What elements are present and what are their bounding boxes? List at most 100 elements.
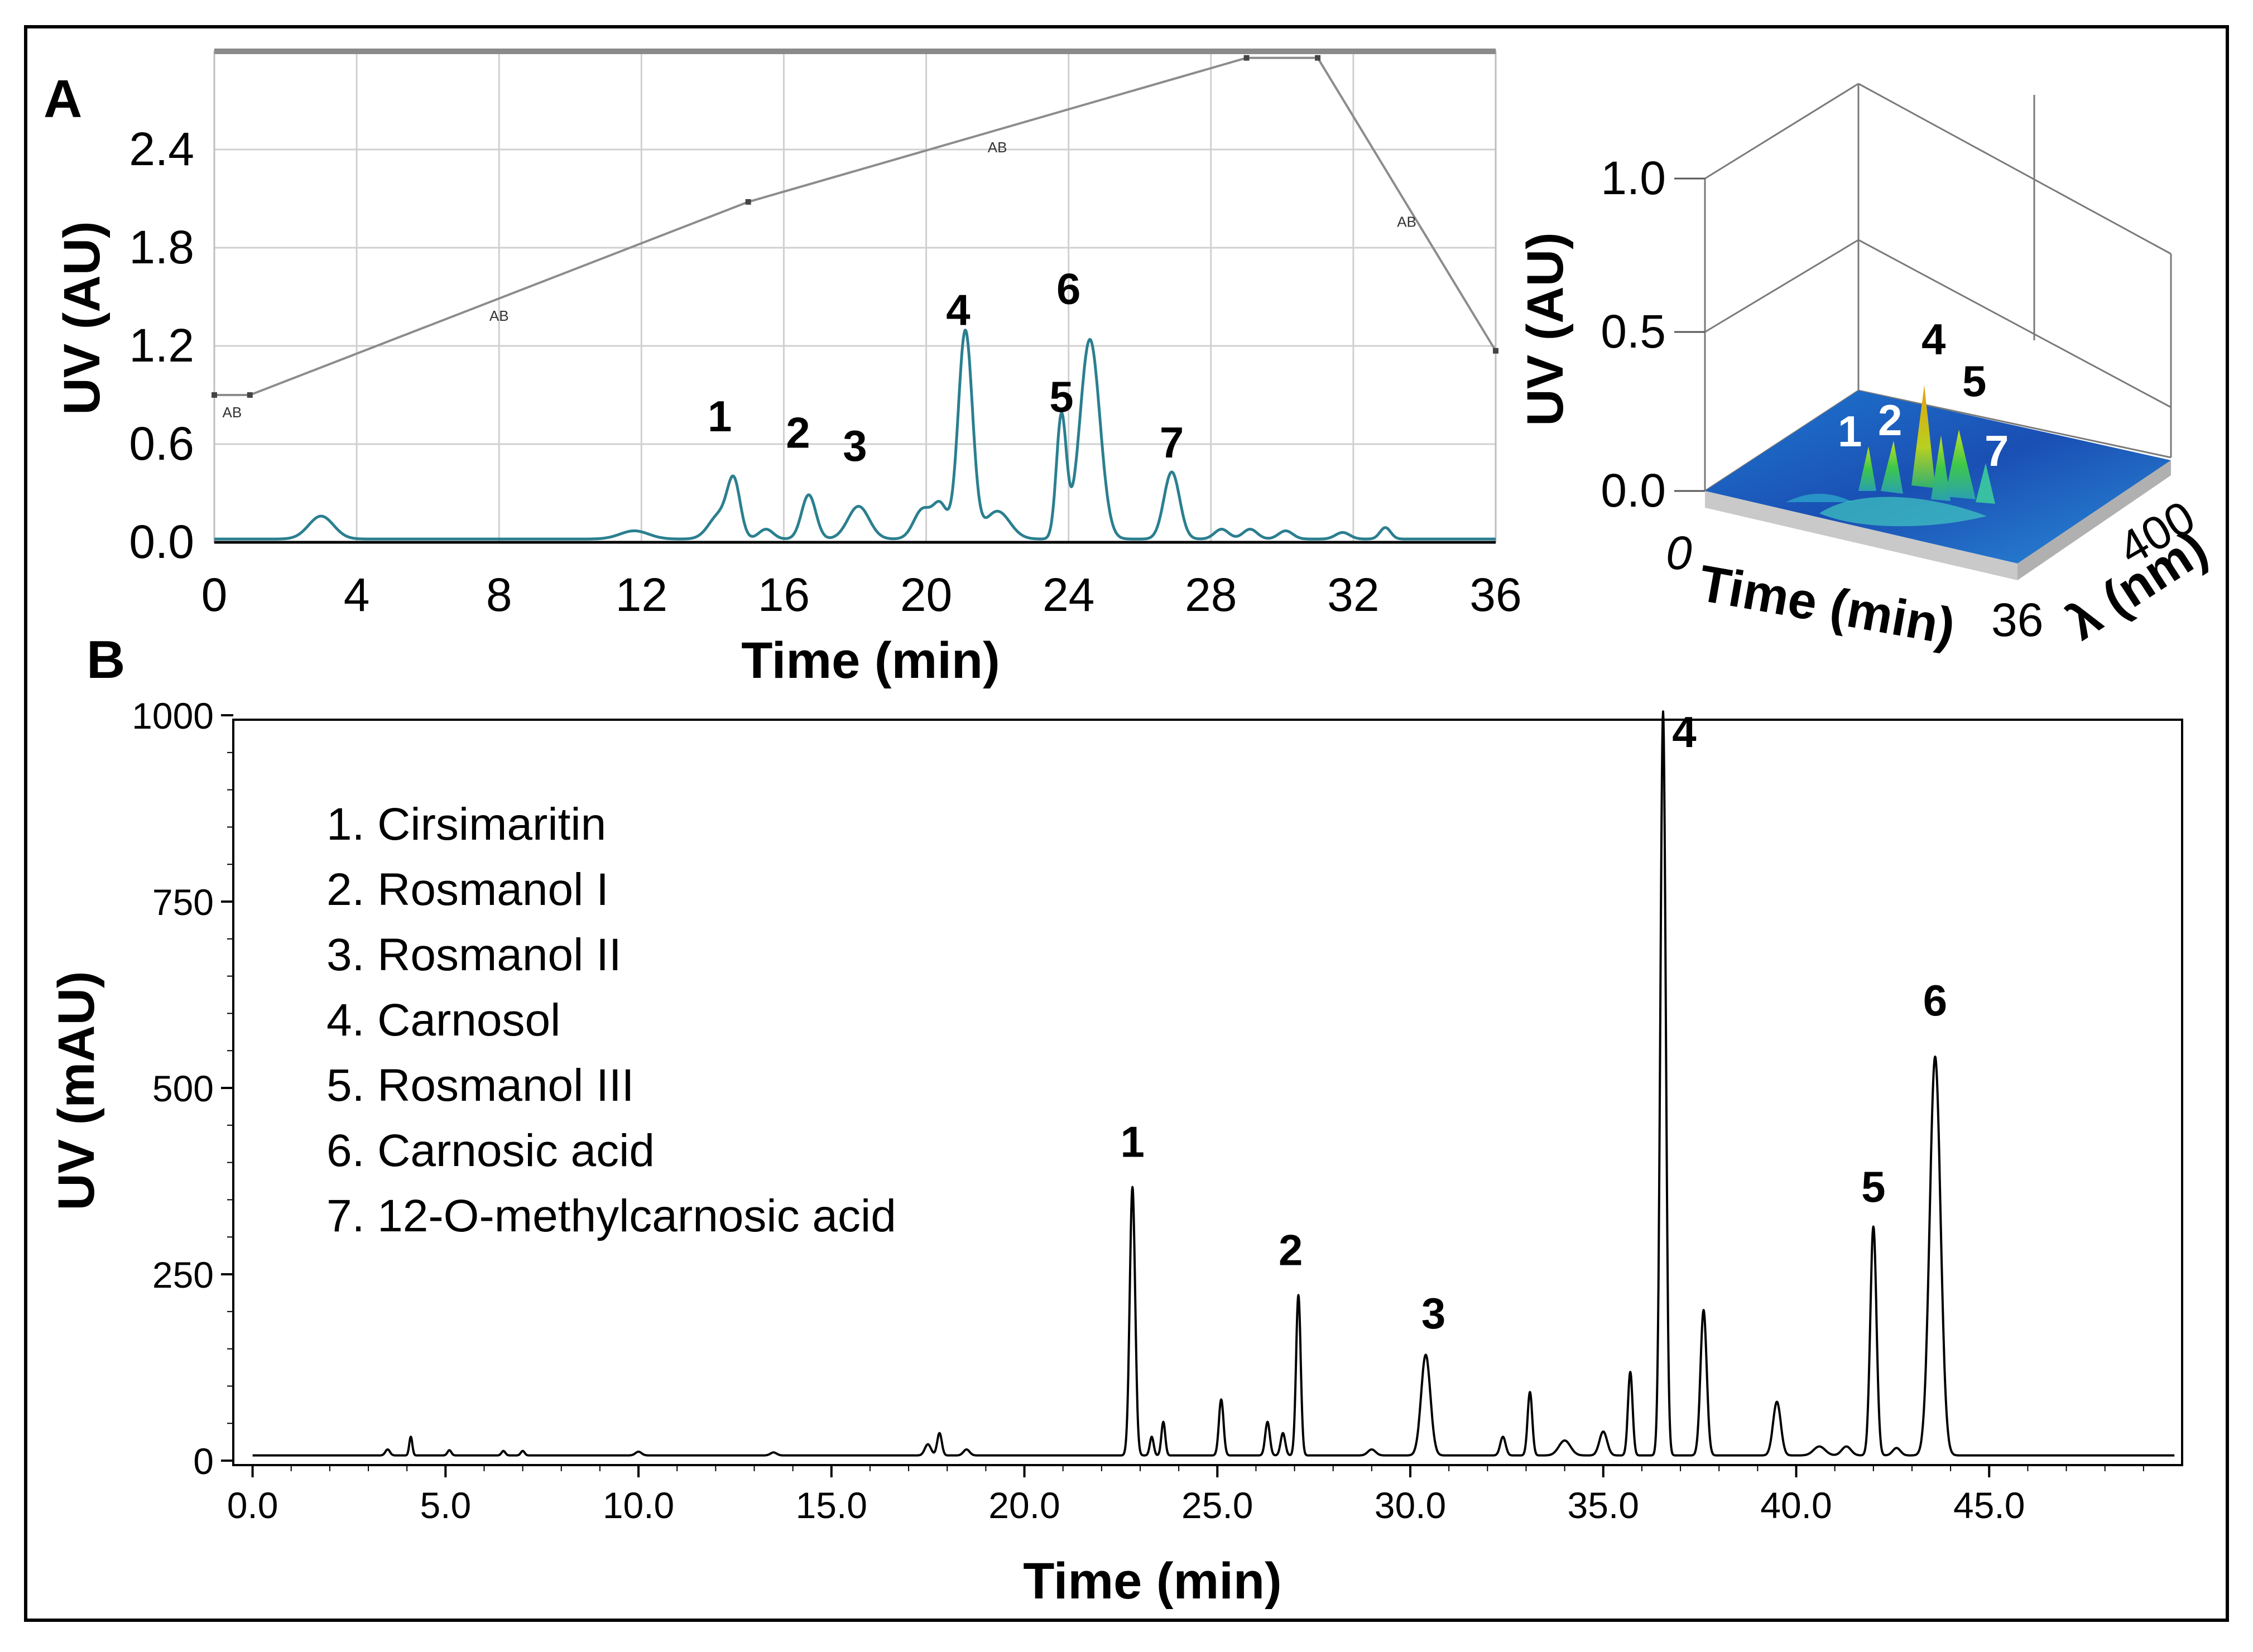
surface-peak-label-4: 4 — [1921, 315, 1945, 364]
panel-b-label: B — [87, 630, 125, 690]
surface-peak-label-7: 7 — [1985, 426, 2009, 475]
panel-b-x-tick-label: 30.0 — [1375, 1485, 1446, 1526]
gradient-node — [212, 392, 217, 398]
surface-peak-label-2: 2 — [1878, 396, 1902, 445]
panel-b-plot-frame — [232, 719, 2183, 1466]
gradient-node — [247, 392, 253, 398]
legend-item-6: 6. Carnosic acid — [326, 1125, 655, 1176]
panel-a-3d-inset: 0.00.51.0 UV (AU) 0 36 400 Time (min) λ … — [1517, 83, 2217, 656]
panel-a-x-tick-label: 0 — [201, 569, 228, 621]
panel-b-peak-label-6: 6 — [1923, 976, 1947, 1025]
panel-a-x-ticks: 0 4 8 12 16 20 24 28 32 36 — [201, 569, 1522, 621]
gradient-segment-label: AB — [1397, 213, 1416, 230]
panel-a-peak-label-2: 2 — [786, 408, 810, 457]
panel-a-x-tick-label: 20 — [900, 569, 952, 621]
panel-a-y-tick-label: 1.8 — [129, 221, 194, 273]
panel-b-x-tick-label: 20.0 — [988, 1485, 1060, 1526]
legend-item-3: 3. Rosmanol II — [326, 929, 622, 980]
surface-z-tick-label: 0.5 — [1601, 305, 1666, 358]
panel-a-x-tick-label: 36 — [1469, 569, 1521, 621]
panel-b-chromatogram-line — [252, 710, 2175, 1457]
panel-a-x-tick-label: 28 — [1185, 569, 1237, 621]
panel-b-x-tick-label: 0.0 — [227, 1485, 278, 1526]
panel-a-peak-label-6: 6 — [1056, 264, 1080, 313]
legend-item-1: 1. Cirsimaritin — [326, 799, 606, 850]
gradient-segment-label: AB — [988, 139, 1007, 156]
panel-b-y-ticks: 0 250 500 750 1000 — [132, 695, 233, 1482]
panel-a-x-tick-label: 32 — [1327, 569, 1379, 621]
gradient-segment-label: AB — [223, 404, 242, 421]
panel-b-x-label: Time (min) — [1023, 1553, 1281, 1610]
panel-b-x-tick-label: 35.0 — [1568, 1485, 1639, 1526]
panel-b-y-tick-label: 500 — [152, 1068, 214, 1109]
panel-b-x-tick-label: 10.0 — [603, 1485, 674, 1526]
panel-b-y-tick-label: 1000 — [132, 695, 214, 736]
surface-peaks — [1786, 385, 1995, 527]
panel-a-x-label: Time (min) — [741, 632, 1000, 689]
panel-b: B 0.0 5.0 10.0 15.0 20.0 25.0 30.0 35.0 40.0 45.0… — [48, 630, 2183, 1610]
panel-b-peak-label-5: 5 — [1861, 1162, 1885, 1211]
gradient-node — [1243, 55, 1250, 61]
panel-b-x-tick-label: 40.0 — [1760, 1485, 1832, 1526]
panel-b-x-tick-label: 15.0 — [796, 1485, 867, 1526]
surface-peak-label-5: 5 — [1962, 357, 1986, 406]
panel-a-chromatogram-line — [213, 329, 1497, 541]
panel-b-x-ticks: 0.0 5.0 10.0 15.0 20.0 25.0 30.0 35.0 40.0 45.0 — [227, 1465, 2144, 1526]
panel-b-legend: 1. Cirsimaritin 2. Rosmanol I 3. Rosmano… — [326, 799, 896, 1241]
panel-b-x-tick-label: 5.0 — [420, 1485, 471, 1526]
surface-floor-edge — [1705, 491, 2017, 580]
panel-a-x-tick-label: 8 — [486, 569, 512, 621]
panel-a-x-tick-label: 12 — [616, 569, 667, 621]
legend-item-4: 4. Carnosol — [326, 995, 560, 1046]
panel-a-gradient: AB AB AB AB — [212, 55, 1498, 421]
panel-a-y-ticks: 0.0 0.6 1.2 1.8 2.4 — [129, 123, 194, 568]
panel-b-y-tick-label: 0 — [193, 1441, 214, 1482]
legend-item-2: 2. Rosmanol I — [326, 864, 609, 915]
panel-a-peak-label-3: 3 — [843, 421, 867, 470]
panel-a-x-tick-label: 24 — [1043, 569, 1094, 621]
panel-b-y-tick-label: 250 — [152, 1254, 214, 1295]
surface-z-ticks: 0.0 0.5 1.0 — [1601, 152, 1705, 517]
panel-a-peak-label-7: 7 — [1160, 418, 1184, 467]
surface-z-tick-label: 1.0 — [1601, 152, 1666, 204]
panel-a-y-tick-label: 0.6 — [129, 417, 194, 470]
panel-a-y-tick-label: 1.2 — [129, 319, 194, 372]
gradient-segment-label: AB — [489, 307, 509, 324]
gradient-node — [1493, 348, 1498, 354]
figure-frame — [24, 25, 2229, 1622]
panel-a-peak-label-1: 1 — [708, 392, 732, 441]
surface-box-frame — [1704, 83, 2172, 492]
panel-b-peak-label-4: 4 — [1672, 707, 1696, 757]
panel-a-y-tick-label: 0.0 — [129, 516, 194, 568]
panel-b-x-tick-label: 25.0 — [1181, 1485, 1253, 1526]
panel-a-peak-label-4: 4 — [946, 286, 970, 335]
legend-item-5: 5. Rosmanol III — [326, 1060, 634, 1111]
legend-item-7: 7. 12-O-methylcarnosic acid — [326, 1191, 896, 1241]
panel-a-x-tick-label: 16 — [758, 569, 810, 621]
panel-b-y-tick-label: 750 — [152, 882, 214, 923]
surface-floor-side — [2017, 460, 2171, 580]
panel-a-x-tick-label: 4 — [344, 569, 370, 621]
panel-a-grid — [214, 51, 1496, 542]
surface-z-tick-label: 0.0 — [1601, 464, 1666, 517]
gradient-node — [1315, 55, 1321, 61]
panel-b-y-label: UV (mAU) — [48, 971, 105, 1210]
surface-peak-label-1: 1 — [1838, 407, 1862, 456]
surface-x-label: Time (min) — [1695, 555, 1959, 656]
panel-b-peak-labels: 1 2 3 4 5 6 — [1120, 707, 1947, 1338]
surface-time-tick-0: 0 — [1666, 527, 1692, 579]
surface-time-tick-36: 36 — [1991, 594, 2043, 646]
surface-y-label: UV (AU) — [1517, 232, 1574, 426]
panel-a-label: A — [44, 69, 82, 129]
panel-b-peak-label-3: 3 — [1421, 1289, 1445, 1338]
panel-b-x-tick-label: 45.0 — [1953, 1485, 2025, 1526]
panel-b-peak-label-2: 2 — [1279, 1225, 1303, 1274]
panel-a-peak-label-5: 5 — [1049, 372, 1073, 421]
gradient-node — [745, 199, 751, 205]
panel-a-y-label: UV (AU) — [54, 221, 111, 415]
panel-b-peak-label-1: 1 — [1120, 1118, 1144, 1167]
panel-a-y-tick-label: 2.4 — [129, 123, 194, 175]
